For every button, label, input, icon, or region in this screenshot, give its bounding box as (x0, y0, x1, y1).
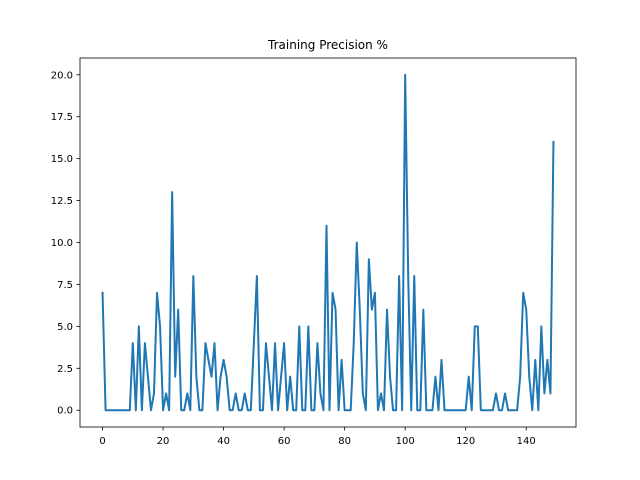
series-line (101, 73, 555, 412)
x-axis: 0 20 40 60 80 100 120 140 (99, 427, 536, 447)
x-tick-label: 0 (99, 436, 105, 447)
x-tick-label: 40 (217, 436, 230, 447)
x-tick-label: 100 (396, 436, 415, 447)
x-tick-label: 120 (456, 436, 475, 447)
x-tick-label: 20 (157, 436, 170, 447)
x-tick-label: 80 (338, 436, 351, 447)
y-tick-label: 20.0 (51, 70, 73, 81)
y-axis: 0.0 2.5 5.0 7.5 10.0 12.5 15.0 17.5 20.0 (51, 70, 80, 417)
x-tick-label: 140 (517, 436, 536, 447)
y-tick-label: 2.5 (57, 364, 73, 375)
chart-title: Training Precision % (267, 38, 388, 52)
x-tick-label: 60 (278, 436, 291, 447)
y-tick-label: 5.0 (57, 322, 73, 333)
plot-frame (79, 57, 577, 428)
y-tick-label: 17.5 (51, 112, 73, 123)
series-layer (101, 73, 555, 412)
y-tick-label: 7.5 (57, 280, 73, 291)
y-tick-label: 15.0 (51, 154, 73, 165)
y-tick-label: 10.0 (51, 238, 73, 249)
y-tick-label: 0.0 (57, 406, 73, 417)
y-tick-label: 12.5 (51, 196, 73, 207)
